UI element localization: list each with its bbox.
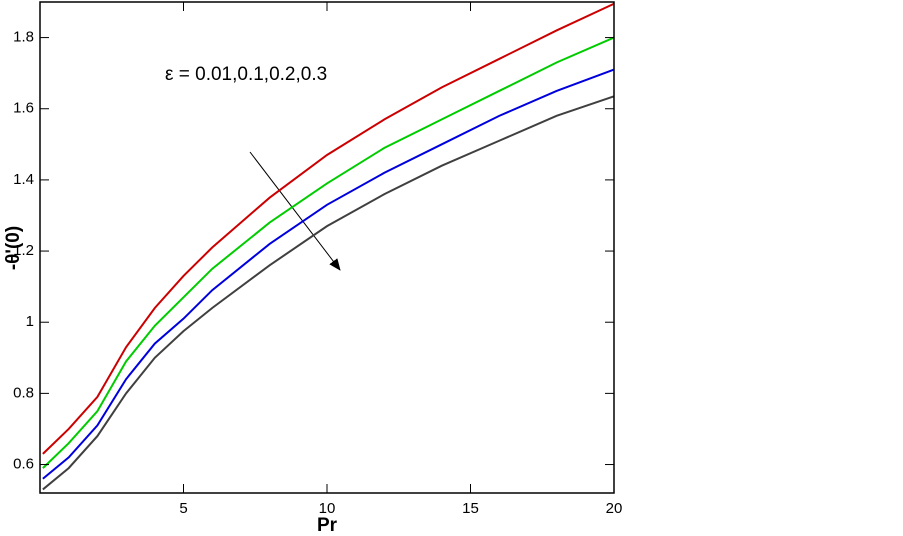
x-tick-label: 5 (179, 500, 187, 517)
y-tick-label: 1.6 (13, 100, 34, 117)
arrow (249, 151, 341, 271)
data-line (42, 2, 615, 455)
data-line (42, 95, 615, 491)
y-axis-label: -θ'(0) (3, 226, 24, 270)
x-tick-label: 20 (606, 500, 623, 517)
plot-frame (39, 1, 615, 494)
y-tick-label: 1.8 (13, 29, 34, 46)
y-tick-label: 1 (26, 313, 34, 330)
annotation: ε = 0.01,0.1,0.2,0.3 (165, 64, 327, 85)
x-tick-label: 10 (319, 500, 336, 517)
y-tick-label: 1.2 (13, 242, 34, 259)
data-line (42, 36, 615, 469)
data-line (42, 68, 615, 480)
x-tick-label: 15 (462, 500, 479, 517)
x-axis-label: Pr (317, 515, 338, 536)
y-tick-label: 0.8 (13, 384, 34, 401)
y-tick-label: 0.6 (13, 456, 34, 473)
y-tick-label: 1.4 (13, 171, 34, 188)
